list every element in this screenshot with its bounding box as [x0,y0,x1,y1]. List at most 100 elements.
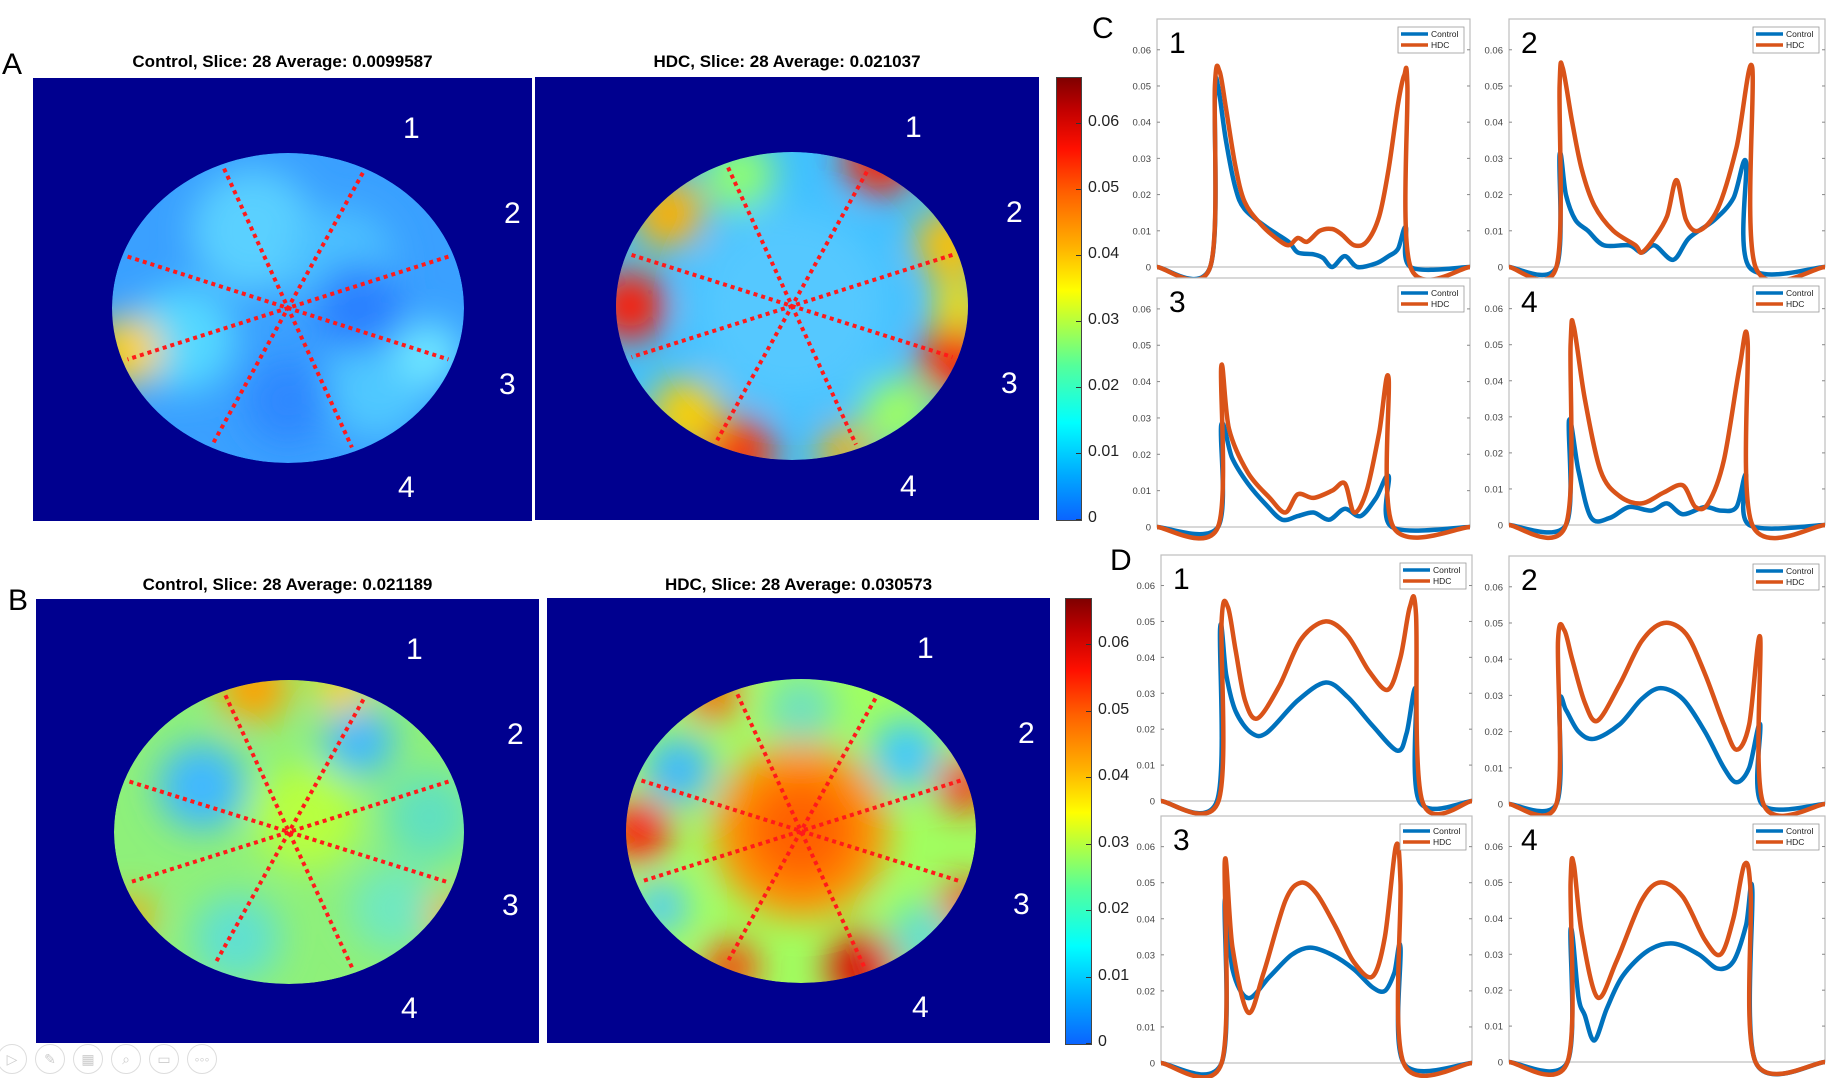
y-tick-label: 0 [1498,1058,1503,1069]
axes-box [1160,815,1473,1064]
intensity-region [651,378,722,449]
intensity-region [871,720,941,790]
y-tick-label: 0.06 [1137,581,1156,592]
y-tick-label: 0.02 [1133,450,1152,461]
profile-label-4: 4 [401,992,418,1025]
profile-line [212,698,366,966]
slides-icon[interactable]: ▦ [73,1044,103,1074]
intensity-region [704,417,775,460]
y-tick-label: 0.02 [1137,725,1156,736]
profile-number: 4 [1521,824,1538,857]
colorbar-tick-mark [1076,387,1081,389]
intensity-region [932,279,968,333]
y-tick-label: 0.01 [1485,226,1504,237]
more-icon[interactable]: ◦◦◦ [187,1044,217,1074]
y-tick-label: 0.02 [1133,190,1152,201]
y-tick-label: 0 [1150,797,1155,808]
legend-label: HDC [1786,577,1804,587]
legend-label: HDC [1431,40,1449,50]
colorbar-tick-label: 0.03 [1088,311,1120,329]
axes-box [1508,277,1826,526]
profile-number: 2 [1521,27,1538,60]
intensity-region [219,680,289,723]
colorbar [1056,77,1082,521]
profile-line [223,694,355,970]
profile-plot-D4: 0 0.01 0.02 0.03 0.04 0.05 0.06 4 Control HDC [1469,815,1829,1077]
profile-label-2: 2 [1006,196,1023,229]
intensity-region [862,378,933,449]
legend-label: HDC [1431,299,1449,309]
y-tick-label: 0.03 [1485,950,1504,961]
profile-number: 1 [1173,563,1190,596]
profile-plot-C4: 0 0.01 0.02 0.03 0.04 0.05 0.06 4 Control HDC [1469,277,1829,541]
profile-label-3: 3 [1013,888,1030,921]
colorbar-tick-label: 0.04 [1098,767,1130,785]
y-tick-label: 0.04 [1133,118,1152,129]
profile-number: 1 [1169,27,1186,60]
profile-line [735,693,867,969]
colorbar-tick-label: 0.03 [1098,833,1130,851]
y-tick-label: 0 [1146,523,1151,534]
y-tick-label: 0.01 [1137,761,1156,772]
y-tick-label: 0.06 [1133,45,1152,56]
intensity-region [766,679,836,745]
map-title: HDC, Slice: 28 Average: 0.030573 [664,575,933,594]
play-icon[interactable]: ▷ [0,1044,27,1074]
legend-label: Control [1431,29,1459,39]
profile-plot-C1: 0 0.01 0.02 0.03 0.04 0.05 0.06 1 Control HDC [1117,18,1474,283]
intensity-region [827,932,898,983]
hdc-series-line [1508,620,1826,818]
colorbar-tick-mark [1086,976,1091,978]
y-tick-label: 0.01 [1485,1022,1504,1033]
pen-icon[interactable]: ✎ [35,1044,65,1074]
intensity-region [314,264,403,352]
axes-box [1156,277,1471,528]
y-tick-label: 0.01 [1485,763,1504,774]
y-tick-label: 0.03 [1133,154,1152,165]
intensity-region [191,168,315,293]
y-tick-label: 0.05 [1485,340,1504,351]
y-tick-label: 0.05 [1485,81,1504,92]
profile-label-4: 4 [900,470,917,503]
hdc-series-line [1508,317,1826,541]
hdc-series-line [1156,63,1471,283]
y-tick-label: 0.05 [1485,878,1504,889]
panel-label-a: A [2,48,23,81]
y-tick-label: 0.01 [1137,1022,1156,1033]
profile-label-4: 4 [912,991,929,1024]
y-tick-label: 0.04 [1137,914,1156,925]
intensity-region [937,759,976,812]
map-title: Control, Slice: 28 Average: 0.021189 [142,575,433,594]
profile-line [724,697,878,965]
intensity-region [915,209,968,280]
y-tick-label: 0.02 [1485,986,1504,997]
colorbar-tick-label: 0 [1098,1033,1107,1050]
y-tick-label: 0.04 [1485,376,1504,387]
hdc-heatmap: 1 2 3 4 [547,598,1050,1043]
zoom-icon[interactable]: ⌕ [111,1044,141,1074]
legend-label: HDC [1786,837,1804,847]
subtitles-icon[interactable]: ▭ [149,1044,179,1074]
profile-label-1: 1 [403,112,420,145]
hdc-series-line [1508,856,1826,1077]
y-tick-label: 0.03 [1137,689,1156,700]
y-tick-label: 0.04 [1133,377,1152,388]
intensity-region [818,425,872,460]
legend-label: Control [1433,565,1461,575]
colorbar-tick-mark [1076,321,1081,323]
intensity-region [114,894,153,937]
legend-label: Control [1786,826,1814,836]
colorbar-tick-mark [1086,644,1091,646]
profile-label-1: 1 [917,632,934,665]
y-tick-label: 0 [1498,800,1503,811]
y-tick-label: 0.04 [1485,655,1504,666]
profile-label-3: 3 [499,368,516,401]
y-tick-label: 0.04 [1485,914,1504,925]
profile-plot-D3: 0 0.01 0.02 0.03 0.04 0.05 0.06 3 Control HDC [1121,815,1476,1078]
profile-number: 2 [1521,564,1538,597]
colorbar-tick-label: 0.04 [1088,245,1120,263]
y-tick-label: 0.02 [1485,727,1504,738]
panel-label-d: D [1110,544,1132,577]
intensity-region [157,742,246,831]
